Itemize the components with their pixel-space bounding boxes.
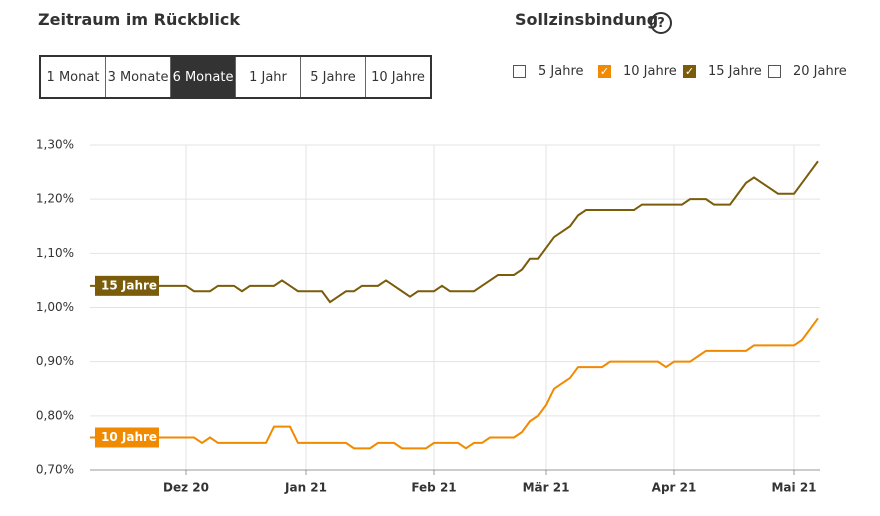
y-tick-label: 1,20% [36, 192, 74, 206]
x-tick-label: Dez 20 [163, 481, 209, 495]
series-line [90, 317, 819, 450]
y-tick-label: 1,30% [36, 138, 74, 152]
y-tick-label: 1,00% [36, 300, 74, 314]
filter-option[interactable]: ✓ 10 Jahre [598, 64, 683, 79]
help-icon[interactable]: ? [650, 12, 672, 34]
x-tick-label: Feb 21 [411, 481, 456, 495]
series-line [90, 160, 819, 304]
x-tick-label: Apr 21 [652, 481, 697, 495]
range-button[interactable]: 10 Jahre [371, 69, 425, 85]
filters: 5 Jahre ✓ 10 Jahre ✓ 15 Jahre 20 Jahre [513, 64, 853, 79]
filter-title: Sollzinsbindung [515, 10, 659, 29]
y-tick-label: 0,80% [36, 408, 74, 422]
x-tick-label: Mai 21 [771, 481, 816, 495]
series-name: 10 Jahre [101, 430, 157, 444]
filter-label: 5 Jahre [538, 64, 584, 79]
series-badge [95, 427, 159, 448]
checkbox[interactable]: ✓ [683, 65, 696, 78]
range-buttons: 1 Monat 3 Monate 6 Monate 1 Jahr 5 Jahre 10 J… [39, 55, 432, 99]
range-button[interactable]: 1 Jahr [236, 57, 301, 97]
filter-option[interactable]: 20 Jahre [768, 64, 853, 79]
y-tick-label: 1,10% [36, 246, 74, 260]
checkbox[interactable]: ✓ [598, 65, 611, 78]
filter-option[interactable]: 5 Jahre [513, 64, 598, 79]
x-tick-label: Jan 21 [284, 481, 327, 495]
filter-option[interactable]: ✓ 15 Jahre [683, 64, 768, 79]
checkbox[interactable] [768, 65, 781, 78]
y-tick-label: 0,70% [36, 463, 74, 477]
range-button[interactable]: 5 Jahre [301, 57, 366, 97]
filter-label: 15 Jahre [708, 64, 762, 79]
series-name: 15 Jahre [101, 278, 157, 292]
y-tick-label: 0,90% [36, 354, 74, 368]
range-button[interactable]: 1 Monat [41, 57, 106, 97]
filter-label: 10 Jahre [623, 64, 677, 79]
checkbox[interactable] [513, 65, 526, 78]
range-button[interactable]: 3 Monate [106, 57, 171, 97]
range-title: Zeitraum im Rückblick [38, 10, 241, 29]
x-tick-label: Mär 21 [523, 481, 570, 495]
series-badge [95, 275, 159, 296]
filter-label: 20 Jahre [793, 64, 847, 79]
range-button[interactable]: 6 Monate [171, 57, 236, 97]
